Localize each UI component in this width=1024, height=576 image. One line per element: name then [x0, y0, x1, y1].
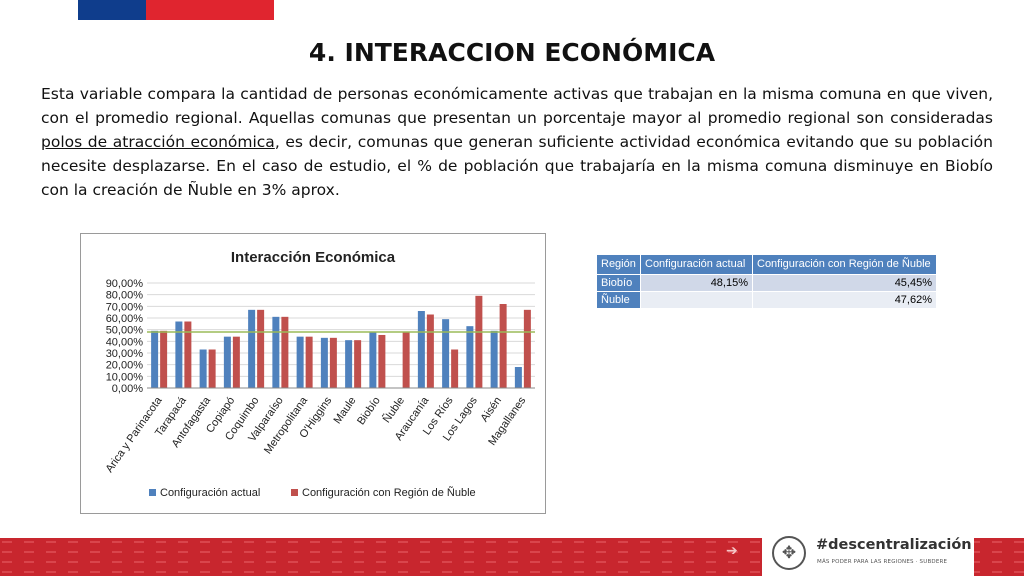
- bar-series-2: [305, 336, 313, 388]
- table-cell-region: Ñuble: [596, 291, 641, 309]
- bar-series-1: [175, 321, 183, 388]
- chart-y-axis: 90,00%80,00%70,00%60,00%50,00%40,00%30,0…: [106, 278, 144, 395]
- legend-swatch-series-2: [291, 489, 298, 496]
- bar-series-1: [369, 331, 377, 388]
- bar-series-2: [451, 349, 459, 388]
- descentralizacion-logo: ✥ #descentralización MÁS PODER PARA LAS …: [762, 530, 974, 576]
- bar-series-1: [151, 330, 159, 388]
- body-text-before-link: Esta variable compara la cantidad de per…: [41, 85, 993, 127]
- comparison-table: Región Configuración actual Configuració…: [596, 254, 937, 309]
- table-row: Biobío 48,15% 45,45%: [596, 274, 937, 292]
- table-cell-nuble: 45,45%: [752, 274, 937, 292]
- table-header-actual: Configuración actual: [640, 254, 753, 275]
- economic-interaction-chart: Interacción Económica 90,00%80,00%70,00%…: [104, 249, 535, 499]
- table-header-region: Región: [596, 254, 641, 275]
- chart-bars: [147, 295, 535, 388]
- bar-series-1: [466, 326, 474, 388]
- table-cell-nuble: 47,62%: [752, 291, 937, 309]
- bar-series-2: [499, 304, 507, 388]
- y-tick-label: 60,00%: [106, 313, 144, 325]
- x-tick-label: Maule: [332, 395, 359, 426]
- bar-series-1: [417, 311, 425, 388]
- y-tick-label: 40,00%: [106, 336, 144, 348]
- bar-series-2: [426, 314, 434, 388]
- bar-series-1: [223, 336, 231, 388]
- bar-series-2: [329, 337, 337, 388]
- bar-series-2: [160, 330, 168, 388]
- y-tick-label: 70,00%: [106, 301, 144, 313]
- chart-legend: Configuración actual Configuración con R…: [149, 486, 476, 499]
- table-cell-actual: [640, 291, 753, 309]
- bar-series-1: [345, 340, 353, 388]
- bar-series-2: [402, 332, 410, 388]
- chart-frame: Interacción Económica 90,00% 80,00% 70,00%…: [80, 233, 546, 514]
- bar-series-2: [354, 340, 362, 388]
- flag-blue-stripe: [78, 0, 146, 20]
- bar-series-2: [475, 295, 483, 388]
- body-paragraph: Esta variable compara la cantidad de per…: [41, 82, 993, 202]
- bar-series-1: [248, 309, 256, 388]
- legend-label-series-2: Configuración con Región de Ñuble: [302, 486, 476, 499]
- legend-swatch-series-1: [149, 489, 156, 496]
- table-header-nuble: Configuración con Región de Ñuble: [752, 254, 937, 275]
- arrows-compass-icon: ✥: [772, 536, 806, 570]
- bar-series-1: [514, 367, 522, 388]
- bar-series-1: [272, 316, 280, 388]
- logo-title: #descentralización: [816, 537, 972, 553]
- body-text-after-link: , es decir, comunas que generan suficien…: [41, 133, 993, 199]
- chart-title: Interacción Económica: [231, 249, 396, 266]
- y-tick-label: 10,00%: [106, 371, 144, 383]
- legend-label-series-1: Configuración actual: [160, 487, 260, 499]
- y-tick-label: 30,00%: [106, 348, 144, 360]
- bar-series-1: [320, 337, 328, 388]
- table-cell-actual: 48,15%: [640, 274, 753, 292]
- y-tick-label: 20,00%: [106, 360, 144, 372]
- bar-series-2: [208, 349, 216, 388]
- bar-series-1: [296, 336, 304, 388]
- bar-series-1: [199, 349, 207, 388]
- chart-x-axis: Arica y ParinacotaTarapacáAntofagastaCop…: [104, 387, 535, 475]
- y-tick-label: 50,00%: [106, 325, 144, 337]
- arrow-right-icon: ➔: [726, 543, 738, 559]
- bar-series-2: [281, 316, 289, 388]
- bar-series-2: [257, 309, 265, 388]
- bar-series-2: [378, 334, 386, 388]
- bar-series-1: [490, 330, 498, 388]
- bar-series-1: [442, 319, 450, 388]
- table-cell-region: Biobío: [596, 274, 641, 292]
- x-tick-label: Biobío: [355, 395, 383, 427]
- table-row: Ñuble 47,62%: [596, 291, 937, 309]
- economic-poles-link-text: polos de atracción económica: [41, 133, 275, 151]
- bar-series-2: [184, 321, 192, 388]
- bar-series-2: [523, 309, 531, 388]
- flag-red-stripe: [146, 0, 274, 20]
- page-title: 4. INTERACCION ECONÓMICA: [308, 38, 716, 67]
- bar-series-2: [232, 336, 240, 388]
- y-tick-label: 0,00%: [112, 383, 143, 395]
- logo-subtitle: MÁS PODER PARA LAS REGIONES · SUBDERE: [817, 559, 948, 565]
- y-tick-label: 80,00%: [106, 290, 144, 302]
- y-tick-label: 90,00%: [106, 278, 144, 290]
